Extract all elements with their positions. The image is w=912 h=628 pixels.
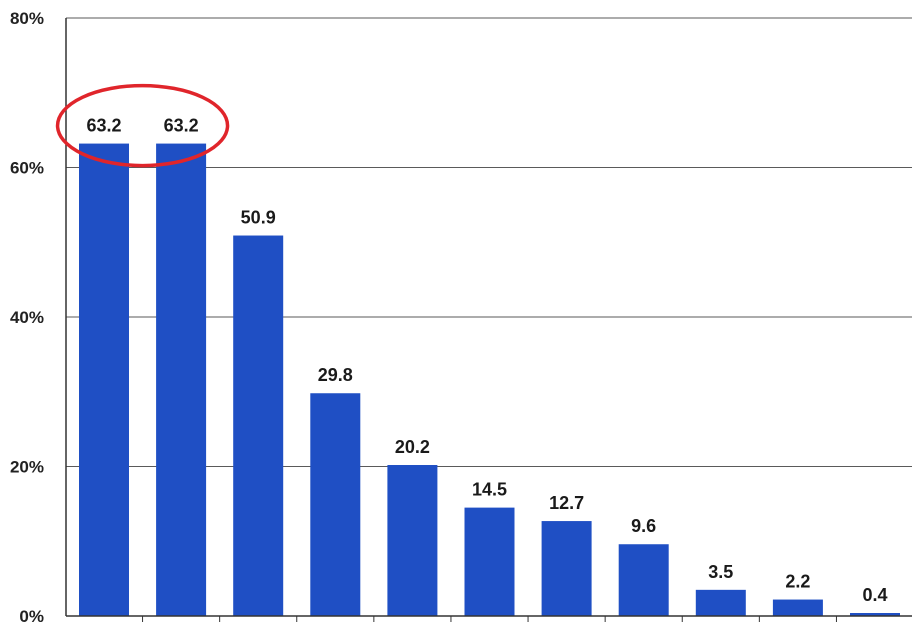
data-label: 0.4 — [862, 585, 887, 605]
bar — [850, 613, 900, 616]
bar — [618, 544, 669, 616]
bar — [772, 599, 823, 616]
y-tick-label: 40% — [10, 308, 44, 327]
bar — [310, 393, 361, 616]
bar — [541, 521, 592, 616]
bar — [464, 507, 515, 616]
y-tick-label: 80% — [10, 9, 44, 28]
data-label: 63.2 — [86, 116, 121, 136]
data-label: 63.2 — [164, 116, 199, 136]
bar — [79, 143, 129, 616]
data-label: 2.2 — [785, 572, 810, 592]
y-tick-labels: 0% 20% 40% 60% 80% — [10, 9, 44, 626]
highlight-annotation — [55, 83, 230, 168]
bar — [695, 589, 746, 616]
y-tick-label: 60% — [10, 159, 44, 178]
data-label: 3.5 — [708, 562, 733, 582]
bar — [233, 235, 284, 616]
data-label: 20.2 — [395, 437, 430, 457]
data-label: 29.8 — [318, 365, 353, 385]
highlight-ellipse — [55, 83, 230, 168]
bar — [387, 465, 438, 616]
y-tick-label: 0% — [19, 607, 44, 626]
data-label: 9.6 — [631, 516, 656, 536]
bar — [156, 143, 207, 616]
data-labels: 63.2 63.2 50.9 29.8 20.2 14.5 12.7 9.6 3.5 2.2 0.4 — [86, 116, 887, 605]
data-label: 14.5 — [472, 480, 507, 500]
gridlines — [66, 17, 912, 467]
data-label: 12.7 — [549, 493, 584, 513]
y-tick-label: 20% — [10, 458, 44, 477]
data-label: 50.9 — [241, 208, 276, 228]
bars — [79, 143, 900, 616]
axes — [65, 18, 912, 622]
